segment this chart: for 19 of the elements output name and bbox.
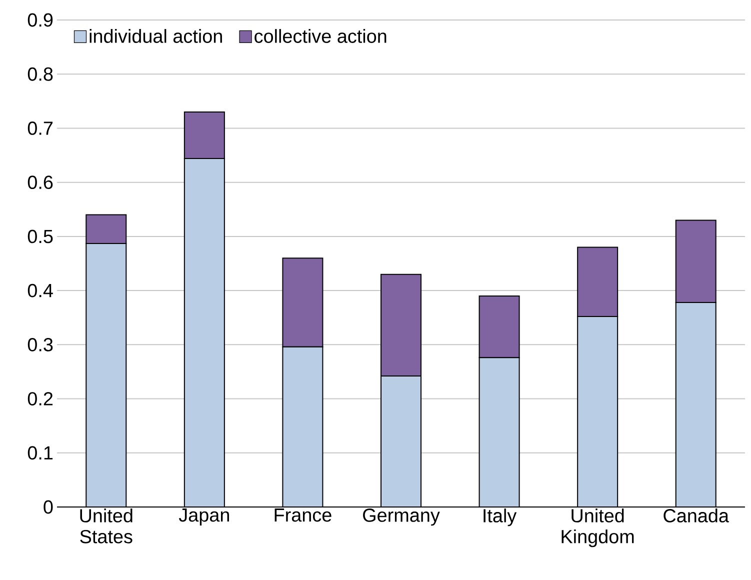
y-tick-label: 0.4: [28, 284, 53, 298]
legend-label: individual action: [90, 29, 222, 43]
x-tick-label: Canada: [664, 508, 730, 522]
legend-label: collective action: [254, 29, 386, 43]
x-tick-label: Germany: [363, 508, 440, 526]
y-tick-label: 0.8: [28, 67, 53, 81]
x-tick-label: United Kingdom: [562, 508, 634, 548]
y-tick-label: 0.1: [28, 446, 53, 460]
x-tick-label: Italy: [484, 508, 517, 526]
y-tick-label: 0.3: [28, 338, 53, 352]
y-tick-label: 0.9: [28, 13, 53, 27]
y-tick-label: 0.7: [28, 122, 53, 135]
y-tick-label: 0.6: [28, 176, 53, 190]
y-tick-label: 0: [44, 500, 53, 514]
x-tick-label: Japan: [178, 508, 229, 526]
y-tick-label: 0.5: [28, 230, 53, 244]
x-tick-label: France: [274, 508, 332, 522]
x-tick-label: United States: [80, 508, 132, 544]
y-tick-label: 0.2: [28, 392, 53, 406]
